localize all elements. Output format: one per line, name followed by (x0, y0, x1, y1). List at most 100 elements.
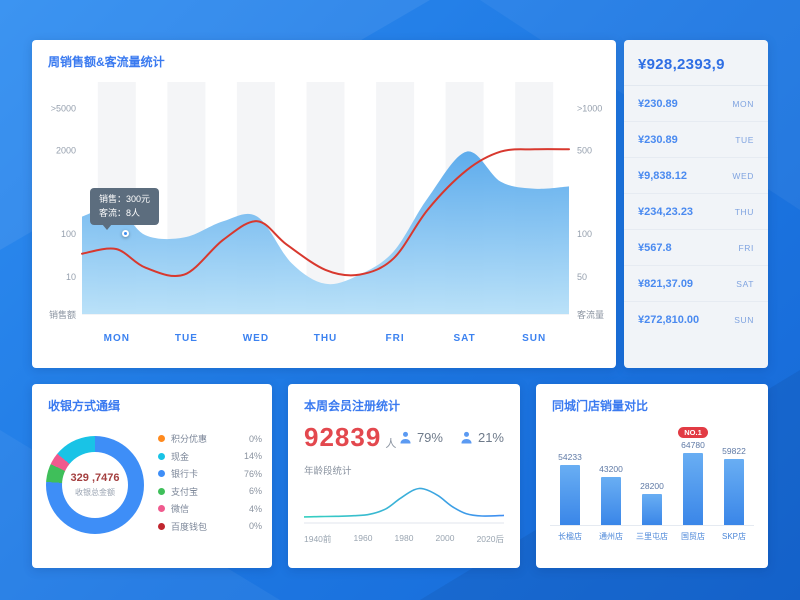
store-name: 三里屯店 (636, 532, 668, 541)
summary-row: ¥9,838.12 WED (624, 158, 768, 194)
chart-tooltip: 销售：300元 客流：8人 (90, 188, 160, 230)
store-card: 同城门店销量对比 54233 43200 28200 NO.1 64780 59822 长… (536, 384, 768, 568)
sales-area-series (82, 151, 569, 314)
no1-badge: NO.1 (678, 427, 708, 438)
member-ratio-b: 21% (459, 430, 504, 445)
day-axis-label: MON (104, 333, 130, 344)
summary-amount: ¥272,810.00 (638, 314, 700, 326)
left-axis-tick: 100 (61, 229, 76, 239)
legend-label: 支付宝 (171, 486, 199, 497)
summary-row: ¥230.89 MON (624, 86, 768, 122)
summary-amount: ¥821,37.09 (638, 277, 694, 290)
day-axis-label: THU (314, 333, 338, 344)
store-names: 长楹店 通州店 三里屯店 国贸店 SKP店 (550, 531, 754, 542)
right-axis-tick: 500 (577, 145, 592, 155)
legend-percentage: 0% (248, 433, 262, 444)
legend-item[interactable]: 现金 14% (158, 448, 262, 466)
person-icon (461, 431, 472, 444)
legend-item[interactable]: 积分优惠 0% (158, 430, 262, 448)
payment-donut-chart[interactable]: 329 ,7476 收银总金额 (46, 436, 144, 534)
legend-item[interactable]: 银行卡 76% (158, 465, 262, 483)
summary-row: ¥234,23.23 THU (624, 194, 768, 230)
legend-item[interactable]: 支付宝 6% (158, 483, 262, 501)
payment-card-title: 收银方式通缉 (48, 399, 121, 413)
summary-row: ¥821,37.09 SAT (624, 266, 768, 302)
legend-percentage: 76% (243, 468, 262, 479)
store-bars: 54233 43200 28200 NO.1 64780 59822 (550, 422, 754, 526)
legend-percentage: 14% (243, 451, 262, 462)
age-axis-label: 2020后 (476, 534, 504, 544)
legend-percentage: 4% (248, 503, 262, 514)
store-name: 长楹店 (558, 532, 582, 541)
bar-item[interactable]: 54233 (550, 452, 590, 525)
summary-amount: ¥234,23.23 (638, 205, 694, 218)
summary-amount: ¥567.8 (638, 241, 672, 254)
legend-color-dot (158, 487, 165, 495)
summary-day: SAT (736, 278, 754, 289)
legend-label: 现金 (171, 451, 190, 462)
summary-amount: ¥230.89 (638, 133, 678, 146)
member-ratio-a: 79% (398, 430, 443, 445)
day-axis-label: SAT (453, 333, 475, 344)
chart-marker-dot (122, 230, 129, 237)
legend-item[interactable]: 微信 4% (158, 500, 262, 518)
store-card-title: 同城门店销量对比 (552, 399, 649, 413)
legend-color-dot (158, 522, 165, 530)
member-card-title: 本周会员注册统计 (304, 399, 401, 413)
age-axis-label: 1980 (394, 533, 414, 543)
age-axis-label: 1960 (353, 533, 373, 543)
legend-item[interactable]: 百度钱包 0% (158, 518, 262, 536)
bar (642, 494, 662, 525)
traffic-line-series (81, 148, 570, 278)
member-stats-row: 92839 人 79% 21% (288, 414, 520, 453)
legend-percentage: 6% (248, 486, 262, 497)
donut-total-value: 329 ,7476 (70, 472, 120, 484)
bar-value: 28200 (640, 481, 664, 491)
bar (724, 459, 744, 525)
summary-day: WED (732, 170, 754, 181)
legend-color-dot (158, 452, 165, 460)
legend-color-dot (158, 470, 165, 478)
right-axis-tick: 50 (577, 272, 587, 282)
bar-item[interactable]: 59822 (714, 446, 754, 525)
bar-value: 59822 (722, 446, 746, 456)
member-count: 92839 (304, 422, 382, 452)
bar (601, 477, 621, 525)
legend-color-dot (158, 505, 165, 513)
day-axis-label: WED (243, 333, 269, 344)
age-curve-line (304, 487, 504, 518)
summary-day: THU (734, 206, 754, 217)
weekly-chart-card: 周销售额&客流量统计 >5000 2000 100 10 >1000 500 100 50 销售… (32, 40, 616, 368)
person-icon (400, 431, 411, 444)
donut-total-label: 收银总金额 (75, 488, 115, 497)
tooltip-traffic-line: 客流：8人 (99, 208, 141, 219)
member-card: 本周会员注册统计 92839 人 79% 21% 年龄段统计 1940前 1960… (288, 384, 520, 568)
legend-label: 银行卡 (171, 469, 199, 480)
right-axis-tick: >1000 (577, 104, 602, 114)
legend-label: 百度钱包 (171, 521, 208, 532)
payment-legend: 积分优惠 0% 现金 14% 银行卡 76% 支付宝 6% 微信 4% 百度钱包 0% (158, 430, 262, 535)
bar-item[interactable]: NO.1 64780 (673, 427, 713, 525)
day-column-stripe (306, 82, 345, 314)
member-ratio-b-pct: 21% (477, 430, 504, 445)
left-axis-tick: 2000 (56, 145, 76, 155)
age-curve-svg[interactable] (304, 483, 504, 531)
left-axis-tick: 10 (66, 272, 76, 282)
legend-color-dot (158, 435, 165, 443)
member-count-unit: 人 (385, 437, 397, 450)
summary-rows: ¥230.89 MON ¥230.89 TUE ¥9,838.12 WED ¥234,23.… (624, 86, 768, 338)
bar-item[interactable]: 28200 (632, 481, 672, 525)
legend-label: 微信 (171, 504, 190, 515)
day-axis-label: TUE (175, 333, 198, 344)
bar-value: 54233 (558, 452, 582, 462)
right-axis-name: 客流量 (577, 309, 604, 320)
summary-day: TUE (735, 134, 754, 145)
bar-item[interactable]: 43200 (591, 464, 631, 525)
bar-value: 64780 (681, 440, 705, 450)
right-axis-tick: 100 (577, 229, 592, 239)
weekly-chart-title: 周销售额&客流量统计 (48, 55, 165, 69)
summary-amount: ¥230.89 (638, 97, 678, 110)
summary-day: MON (732, 98, 754, 109)
age-axis-labels: 1940前 1960 1980 2000 2020后 (304, 533, 504, 545)
